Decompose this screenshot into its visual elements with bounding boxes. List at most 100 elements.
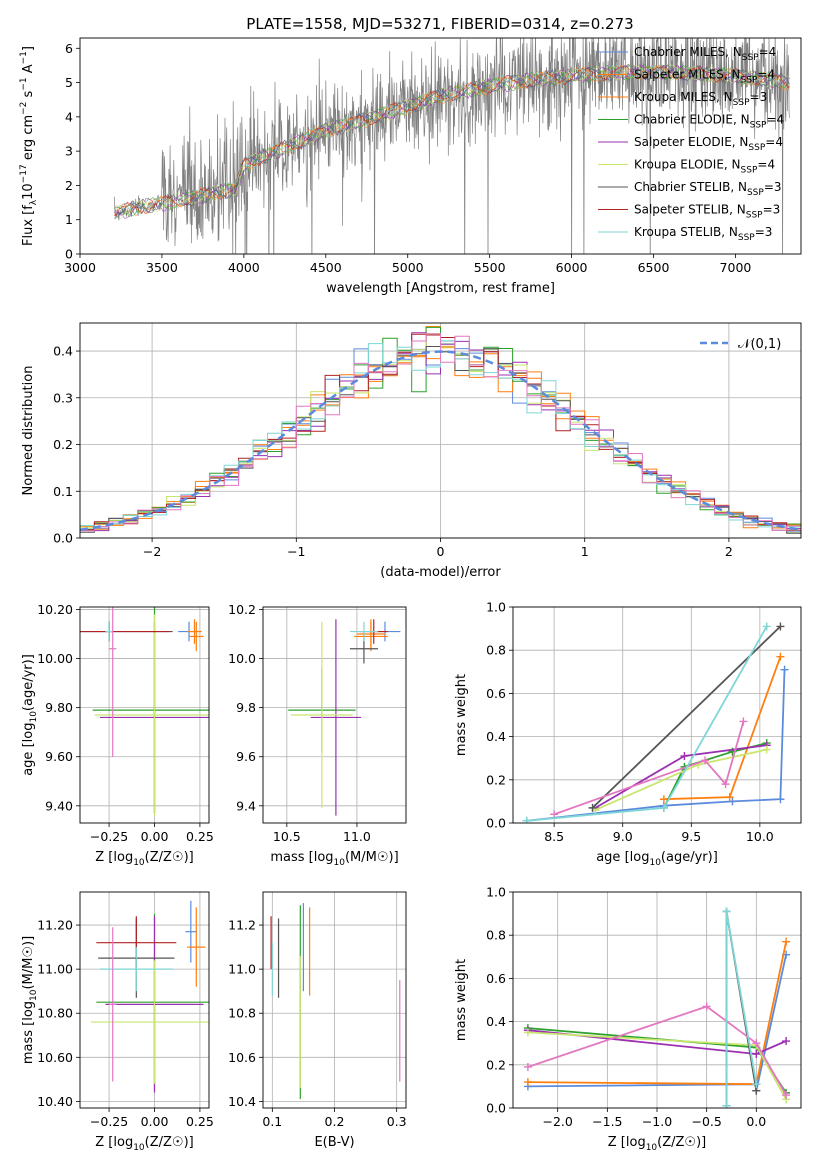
panel-weight-vs-Z: −2.0 −1.5 −1.0 −0.5 0.0 0.0 0.2 0.4 0.6 0.8 1.0 Z […	[454, 885, 802, 1153]
x-tick-label: −2.0	[543, 1114, 573, 1129]
plot-area-residuals	[80, 326, 801, 534]
y-tick-label: 10.00	[37, 651, 73, 666]
weight-marker	[523, 1078, 532, 1087]
panel-spectrum: 3000 3500 4000 4500 5000 5500 6000 6500 7000 0 1 2 3…	[19, 37, 802, 296]
y-tick-label: 6	[65, 41, 73, 56]
y-tick-label: 0.6	[486, 971, 506, 986]
x-tick-label: 4000	[228, 260, 260, 275]
figure-title: PLATE=1558, MJD=53271, FIBERID=0314, z=0…	[246, 15, 633, 33]
legend-entry: Chabrier ELODIE, NSSP=4	[634, 113, 784, 131]
x-tick-label: 5000	[392, 260, 424, 275]
y-tick-label: 3	[65, 144, 73, 159]
legend-entry: Kroupa MILES, NSSP=3	[634, 90, 767, 108]
y-tick-label: 0.4	[486, 1014, 506, 1029]
legend-nssp: =3	[763, 203, 781, 217]
legend-name: Chabrier ELODIE, N	[634, 113, 750, 127]
legend-name: Kroupa ELODIE, N	[634, 158, 741, 172]
y-axis-label-part: s	[21, 90, 36, 101]
y-tick-label: 4	[65, 109, 73, 124]
y-axis-label-part: 10	[21, 183, 36, 200]
weight-line	[725, 911, 758, 1106]
x-axis-label: Z [log10​(Z/Z☉)]	[608, 1135, 706, 1153]
legend-entry: Salpeter STELIB, NSSP=3	[634, 203, 780, 221]
y-tick-label: 0	[65, 247, 73, 262]
y-axis-label: mass [log10​(M/M☉)]	[21, 936, 39, 1064]
weight-marker	[722, 1101, 731, 1108]
y-axis-label-part: Normed distribution	[21, 366, 36, 496]
y-axis-label-part: mass weight	[454, 959, 469, 1041]
y-axis-label-part: (M/M☉)]	[21, 936, 36, 990]
legend-name: Salpeter STELIB, N	[634, 203, 746, 217]
y-tick-label: 1.0	[486, 885, 506, 900]
y-tick-label: 10.20	[37, 602, 73, 617]
axes-frame	[512, 891, 802, 1109]
legend-nssp: =4	[759, 45, 777, 59]
y-tick-label: 0.1	[53, 484, 73, 499]
y-axis-label: mass weight	[454, 674, 469, 756]
x-tick-label: −1	[287, 544, 305, 559]
y-tick-label: 10.8	[228, 1006, 256, 1021]
x-tick-label: 0.25	[186, 1114, 214, 1129]
y-tick-label: 0.4	[53, 344, 73, 359]
x-tick-label: −0.25	[90, 1114, 128, 1129]
y-axis-label: Flux [fλ10−17 erg cm−2 s−1 A−1]	[19, 46, 39, 246]
axes-frame	[79, 891, 210, 1109]
y-axis-label: age [log10​(age/yr)]	[21, 654, 39, 776]
y-tick-label: 1	[65, 212, 73, 227]
y-axis-label-part: −1	[19, 51, 29, 64]
legend-sub: SSP	[741, 166, 758, 176]
legend-name: Salpeter MILES, N	[634, 68, 741, 82]
y-tick-label: 9.8	[236, 700, 256, 715]
y-axis-label-part: age [log	[21, 723, 36, 776]
x-axis-label-part: Z [log	[608, 1135, 646, 1150]
legend-sub: SSP	[742, 53, 759, 63]
y-axis-label-part: (age/yr)]	[21, 654, 36, 711]
legend-sub: SSP	[747, 188, 764, 198]
y-axis-label-part: A	[21, 64, 36, 77]
weight-marker	[752, 1039, 761, 1048]
y-axis-label-part: 10	[29, 989, 39, 1001]
x-tick-label: 9.0	[613, 829, 633, 844]
x-axis-label-part: 10	[133, 1143, 145, 1153]
x-tick-label: 1	[581, 544, 589, 559]
y-tick-label: 9.60	[45, 749, 73, 764]
y-tick-label: 0.0	[53, 531, 73, 546]
legend-nssp: =4	[757, 158, 775, 172]
y-tick-label: 2	[65, 178, 73, 193]
weight-marker	[780, 665, 789, 674]
x-axis-label-part: (Z/Z☉)]	[657, 1135, 706, 1150]
weight-marker	[659, 795, 668, 804]
legend-name: Kroupa STELIB, N	[634, 225, 738, 239]
legend-sub: SSP	[741, 76, 758, 86]
legend-nssp: =3	[750, 90, 768, 104]
axes-frame	[79, 606, 210, 824]
x-axis-label-part: wavelength [Angstrom, rest frame]	[326, 281, 555, 296]
weight-marker	[762, 622, 771, 631]
y-tick-label: 0.4	[486, 729, 506, 744]
weight-marker	[588, 803, 597, 812]
x-axis-label-part: 10	[334, 858, 346, 868]
legend-entry: Kroupa ELODIE, NSSP=4	[634, 158, 775, 176]
plot-area-mass-vs-EBV	[270, 903, 401, 1100]
plot-area-age-vs-Z	[80, 607, 209, 816]
weight-marker	[782, 1091, 791, 1100]
x-axis-label: wavelength [Angstrom, rest frame]	[326, 281, 555, 296]
model-line-kroupa-stelib	[114, 64, 790, 215]
y-tick-label: 0.2	[53, 437, 73, 452]
x-tick-label: 0.3	[387, 1114, 407, 1129]
legend-nssp: =4	[757, 68, 775, 82]
y-tick-label: 0.6	[486, 686, 506, 701]
x-tick-label: 0.00	[141, 1114, 169, 1129]
weight-marker	[680, 752, 689, 761]
legend-nssp: =3	[764, 180, 782, 194]
weight-marker	[782, 1037, 791, 1046]
legend-entry: Salpeter MILES, NSSP=4	[634, 68, 775, 86]
x-axis-label-part: (data-model)/error	[380, 565, 501, 580]
x-axis-label-part: mass [log	[270, 850, 333, 865]
legend-nssp: =3	[755, 225, 773, 239]
weight-marker	[523, 1028, 532, 1037]
y-tick-label: 0.0	[486, 816, 506, 831]
y-tick-label: 0.8	[486, 643, 506, 658]
